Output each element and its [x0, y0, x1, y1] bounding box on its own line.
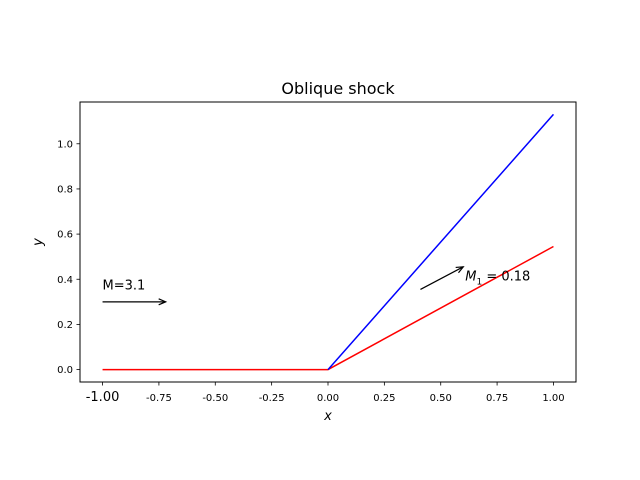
series-layer: [102, 113, 555, 371]
x-tick-label: 0.50: [430, 393, 452, 404]
y-tick-label: 1.0: [57, 139, 73, 150]
annotation-layer: M=3.1 M1 = 0.18: [102, 266, 530, 306]
y-tick-label: 0.2: [57, 320, 73, 331]
x-tick-label: 0.25: [373, 393, 395, 404]
x-tick-label: 0.75: [486, 393, 508, 404]
x-tick-label: -1.00: [86, 390, 120, 405]
x-tick-label: -0.50: [202, 393, 228, 404]
downstream-mach-subscript: 1: [476, 277, 482, 287]
x-tick-label: 1.00: [542, 393, 564, 404]
y-tick-label: 0.6: [57, 230, 73, 241]
downstream-arrow-head: [455, 266, 465, 274]
downstream-mach-label: M1 = 0.18: [465, 269, 530, 287]
x-tick-label: -0.75: [146, 393, 172, 404]
chart-title: Oblique shock: [281, 79, 395, 98]
y-tick-label: 0.4: [57, 275, 73, 286]
freestream-arrow-head: [158, 298, 168, 306]
freestream-mach-label: M=3.1: [103, 279, 146, 294]
x-tick-label: 0.00: [317, 393, 339, 404]
y-tick-label: 0.0: [57, 365, 73, 376]
downstream-mach-value: = 0.18: [482, 269, 530, 284]
y-axis-label: y: [31, 238, 46, 247]
series-line-2: [327, 113, 555, 371]
x-tick-label: -0.25: [259, 393, 285, 404]
x-axis-label: x: [323, 409, 332, 424]
y-tick-label: 0.8: [57, 184, 73, 195]
x-axis: -1.00 -0.75 -0.50 -0.25 0.00 0.25 0.50 0.75 1.00: [86, 382, 565, 405]
y-axis: 0.0 0.2 0.4 0.6 0.8 1.0: [57, 139, 80, 376]
downstream-arrow-shaft: [420, 266, 464, 290]
downstream-mach-symbol: M: [465, 269, 476, 284]
